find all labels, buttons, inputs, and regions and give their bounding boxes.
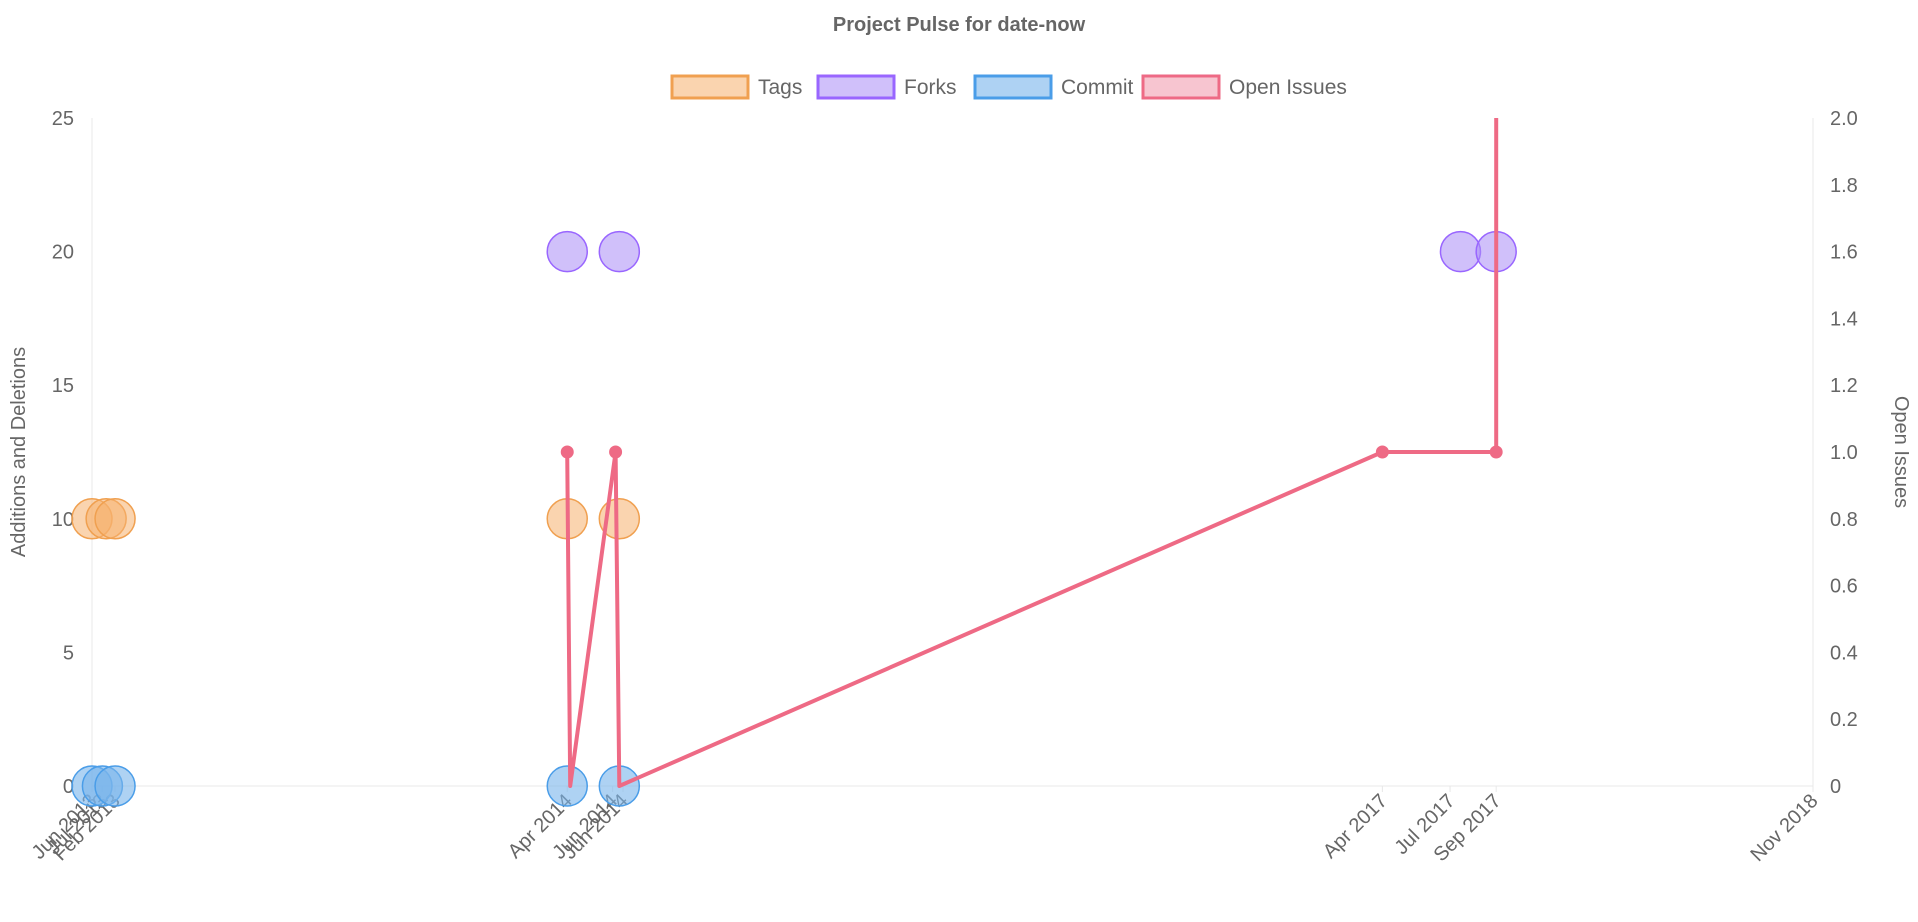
commit-point [546, 765, 588, 807]
legend-item-forks: Forks [816, 74, 957, 100]
y-left-tick-label: 0 [63, 776, 74, 798]
forks-point [598, 230, 641, 273]
y-right-tick-label: 2.0 [1830, 108, 1858, 130]
y-right-tick-label: 0.2 [1830, 709, 1858, 731]
legend-swatch-forks [816, 74, 896, 100]
legend-swatch-tags [670, 74, 750, 100]
y-axis-right-title: Open Issues [1890, 396, 1912, 508]
open_issues-point [560, 445, 574, 459]
forks-point [1439, 230, 1482, 273]
y-left-tick-label: 25 [52, 108, 74, 130]
y-axis-left: 0 5 10 15 20 25 [52, 108, 74, 798]
legend-swatch-open_issues [1141, 74, 1221, 100]
y-right-tick-label: 1.0 [1830, 442, 1858, 464]
y-left-tick-label: 15 [52, 375, 74, 397]
bubble-layer [71, 230, 1517, 807]
legend-item-tags: Tags [670, 74, 802, 100]
y-right-tick-label: 0.8 [1830, 509, 1858, 531]
y-left-tick-label: 5 [63, 642, 74, 664]
grid [91, 118, 1814, 787]
commit-point [94, 765, 136, 807]
x-tick-label: Apr 2017 [1319, 790, 1392, 863]
tags-point [94, 498, 136, 540]
chart-title: Project Pulse for date-now [833, 14, 1086, 36]
legend-item-commit: Commit [973, 74, 1133, 100]
legend-label-tags: Tags [758, 76, 802, 99]
y-right-tick-label: 1.2 [1830, 375, 1858, 397]
y-left-tick-label: 10 [52, 509, 74, 531]
line-layer [560, 118, 1503, 788]
y-right-tick-label: 1.8 [1830, 175, 1858, 197]
legend-label-commit: Commit [1061, 76, 1133, 99]
open_issues-point [609, 445, 623, 459]
legend: Tags Forks Commit Open Issues [670, 74, 1347, 100]
legend-label-open_issues: Open Issues [1229, 76, 1347, 99]
y-right-tick-label: 0.6 [1830, 576, 1858, 598]
open_issues-point [1375, 445, 1389, 459]
y-axis-left-title: Additions and Deletions [8, 347, 30, 557]
y-right-tick-label: 1.6 [1830, 242, 1858, 264]
legend-swatch-commit [973, 74, 1053, 100]
open_issues-point [1489, 445, 1503, 459]
legend-item-open_issues: Open Issues [1141, 74, 1347, 100]
y-right-tick-label: 0.4 [1830, 642, 1858, 664]
y-right-tick-label: 0 [1830, 776, 1841, 798]
legend-label-forks: Forks [904, 76, 957, 99]
y-right-tick-label: 1.4 [1830, 308, 1858, 330]
open_issues-line [565, 118, 1499, 788]
y-axis-right: 0 0.2 0.4 0.6 0.8 1.0 1.2 1.4 1.6 1.8 2.0 [1830, 108, 1858, 798]
y-left-tick-label: 20 [52, 242, 74, 264]
forks-point [546, 230, 588, 273]
x-tick-label: Nov 2018 [1746, 790, 1822, 866]
